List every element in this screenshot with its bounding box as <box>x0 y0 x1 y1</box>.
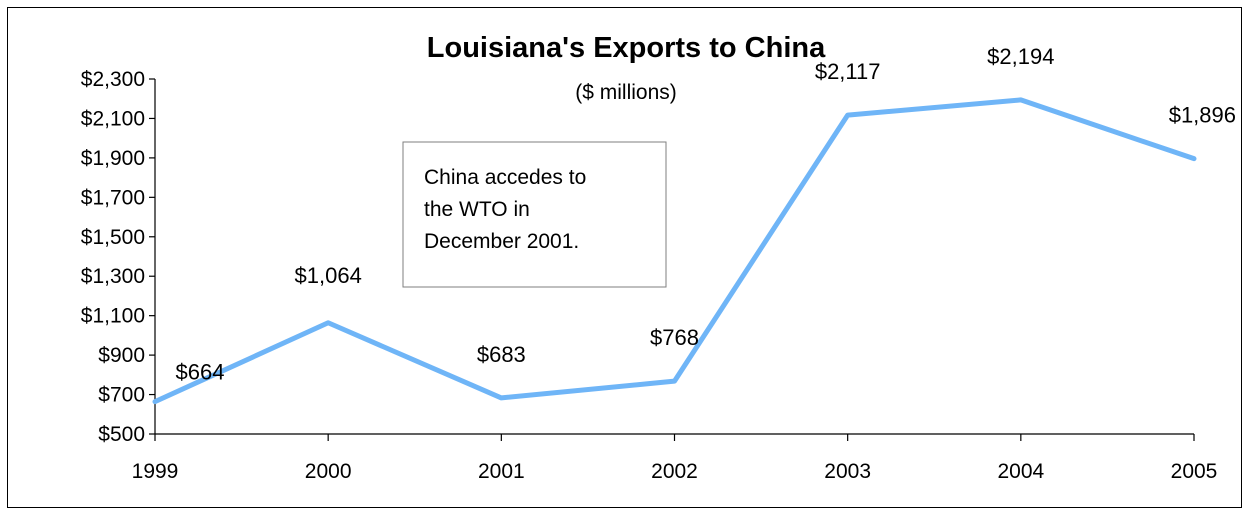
y-tick-label: $1,100 <box>81 305 145 328</box>
data-label: $683 <box>477 342 526 367</box>
y-tick-label: $1,700 <box>81 186 145 209</box>
x-tick-label: 1999 <box>132 460 179 483</box>
axes: $500 $700 $900 $1,100 $1,300 $1,500 $1,700 $1,9… <box>81 68 1218 483</box>
y-tick-label: $700 <box>98 384 145 407</box>
data-label: $1,896 <box>1169 103 1236 128</box>
y-tick-label: $500 <box>98 423 145 446</box>
chart-subtitle: ($ millions) <box>575 81 677 104</box>
annotation-line-1: China accedes to <box>424 166 586 189</box>
x-tick-label: 2002 <box>651 460 698 483</box>
data-point <box>327 322 329 324</box>
y-tick-label: $2,100 <box>81 107 145 130</box>
data-label: $1,064 <box>295 263 362 288</box>
data-label: $768 <box>650 325 699 350</box>
annotation-line-2: the WTO in <box>424 198 530 221</box>
series-line <box>152 97 1197 405</box>
x-tick-label: 2005 <box>1171 460 1218 483</box>
data-label: $664 <box>176 360 225 385</box>
data-point <box>674 380 675 382</box>
annotation-box: China accedes to the WTO in December 200… <box>402 141 667 288</box>
data-label: $2,194 <box>987 44 1054 69</box>
data-point <box>500 397 502 399</box>
y-tick-label: $1,500 <box>81 226 145 249</box>
series-group <box>152 97 1197 405</box>
data-point <box>154 401 156 403</box>
annotation-line-3: December 2001. <box>424 230 579 253</box>
data-point <box>847 114 849 116</box>
data-label: $2,117 <box>815 59 881 84</box>
data-labels: $664 $1,064 $683 $768 $2,117 $2,194 $1,896 <box>176 44 1236 385</box>
x-tick-label: 2003 <box>824 460 871 483</box>
data-point <box>1020 99 1022 101</box>
chart-title: Louisiana's Exports to China <box>427 32 826 64</box>
y-tick-label: $900 <box>98 344 145 367</box>
x-tick-label: 2004 <box>997 460 1044 483</box>
data-point <box>1193 158 1195 160</box>
x-tick-label: 2001 <box>478 460 525 483</box>
y-tick-label: $1,900 <box>81 147 145 170</box>
y-tick-label: $1,300 <box>81 265 145 288</box>
y-tick-label: $2,300 <box>81 68 145 91</box>
x-tick-label: 2000 <box>305 460 352 483</box>
